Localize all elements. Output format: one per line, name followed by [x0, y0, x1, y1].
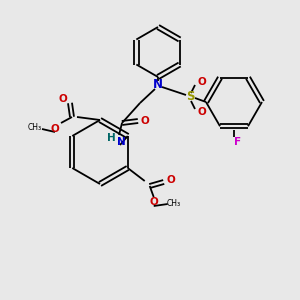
Text: O: O	[58, 94, 68, 104]
Text: CH₃: CH₃	[167, 199, 181, 208]
Text: O: O	[198, 77, 206, 87]
Text: O: O	[51, 124, 59, 134]
Text: O: O	[198, 107, 206, 117]
Text: S: S	[186, 91, 194, 103]
Text: O: O	[149, 197, 158, 207]
Text: N: N	[153, 79, 163, 92]
Text: N: N	[117, 137, 125, 147]
Text: CH₃: CH₃	[28, 122, 42, 131]
Text: O: O	[141, 116, 149, 126]
Text: F: F	[234, 137, 242, 147]
Text: O: O	[166, 175, 175, 185]
Text: H: H	[106, 133, 116, 143]
